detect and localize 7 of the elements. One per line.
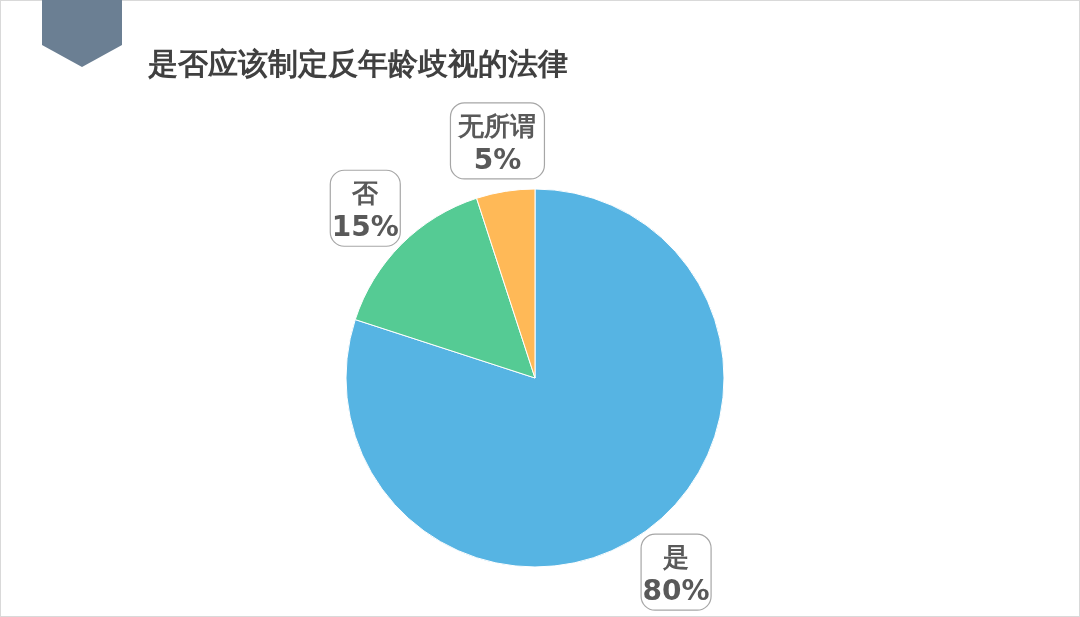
- chart-title: 是否应该制定反年龄歧视的法律: [147, 46, 568, 81]
- data-label: 80%: [642, 574, 710, 608]
- slice-label: 无所谓: [457, 110, 537, 141]
- data-label: 15%: [331, 210, 399, 244]
- data-label: 5%: [473, 142, 522, 176]
- slice-label: 否: [351, 178, 380, 209]
- slice-label: 是: [662, 542, 690, 573]
